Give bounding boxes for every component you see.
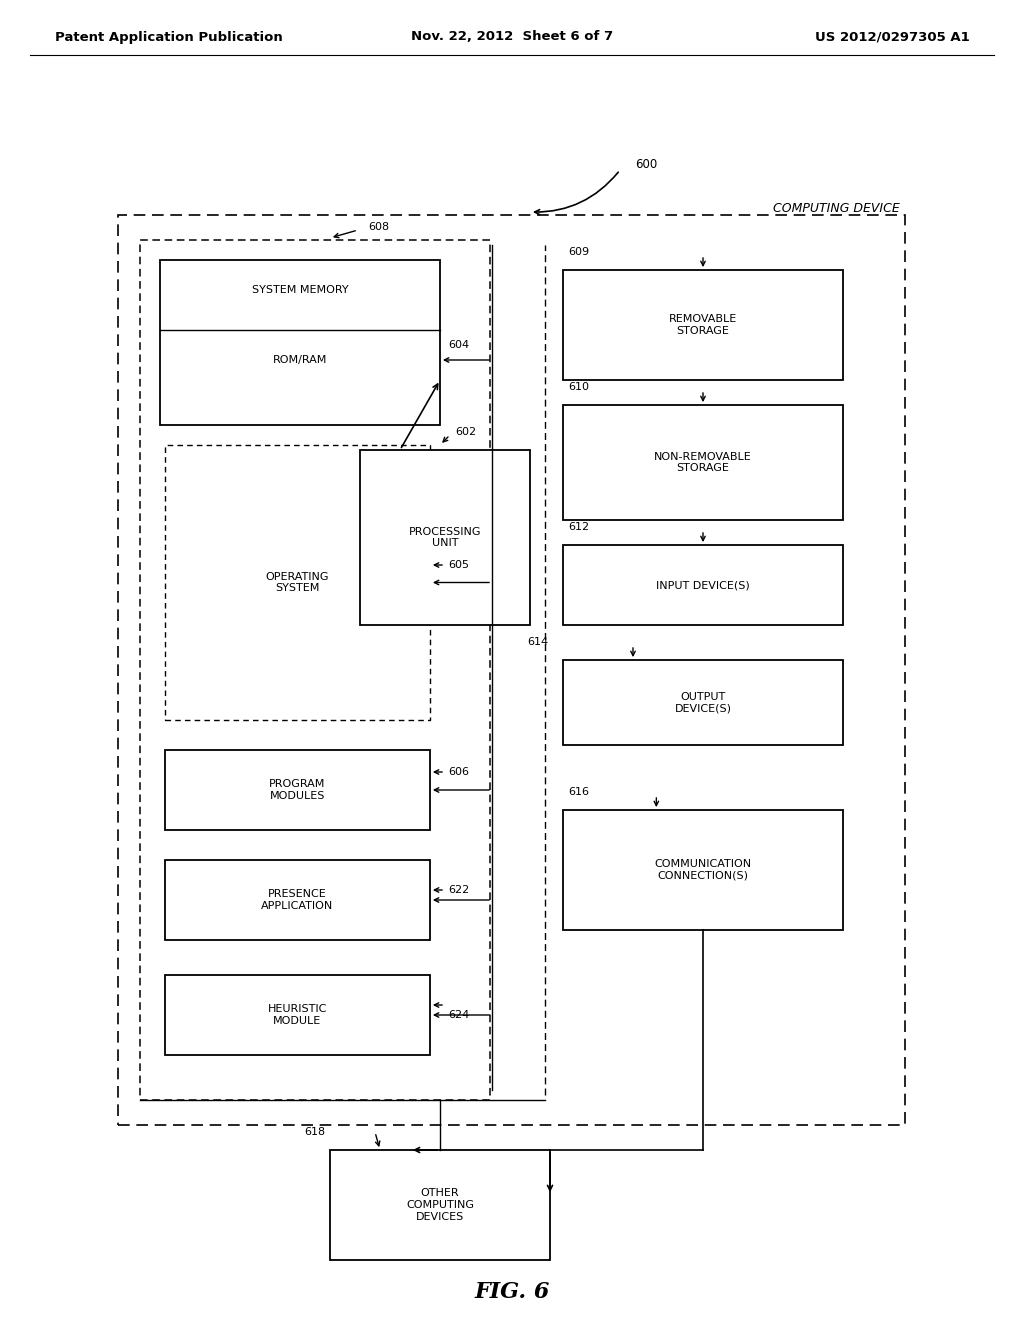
Bar	[165, 975, 430, 1055]
Text: 618: 618	[304, 1127, 325, 1137]
Text: 612: 612	[568, 521, 589, 532]
Text: NON-REMOVABLE
STORAGE: NON-REMOVABLE STORAGE	[654, 451, 752, 474]
Bar	[330, 1150, 550, 1261]
Text: 605: 605	[449, 560, 469, 570]
Bar	[165, 861, 430, 940]
Bar	[563, 405, 843, 520]
Text: Nov. 22, 2012  Sheet 6 of 7: Nov. 22, 2012 Sheet 6 of 7	[411, 30, 613, 44]
Bar	[118, 215, 905, 1125]
Text: 600: 600	[635, 158, 657, 172]
Text: COMPUTING DEVICE: COMPUTING DEVICE	[773, 202, 900, 214]
Text: OTHER
COMPUTING
DEVICES: OTHER COMPUTING DEVICES	[406, 1188, 474, 1221]
Bar	[563, 660, 843, 744]
Text: 616: 616	[568, 787, 589, 797]
Text: 604: 604	[449, 341, 469, 350]
Text: 610: 610	[568, 381, 589, 392]
Bar	[563, 271, 843, 380]
Text: US 2012/0297305 A1: US 2012/0297305 A1	[815, 30, 970, 44]
Text: SYSTEM MEMORY: SYSTEM MEMORY	[252, 285, 348, 294]
Text: 614: 614	[527, 638, 548, 647]
Text: OPERATING
SYSTEM: OPERATING SYSTEM	[266, 572, 330, 593]
Bar	[563, 545, 843, 624]
Bar	[140, 240, 490, 1100]
Text: 608: 608	[368, 222, 389, 232]
Bar	[563, 810, 843, 931]
Text: 602: 602	[455, 426, 476, 437]
Text: 622: 622	[449, 884, 469, 895]
Text: HEURISTIC
MODULE: HEURISTIC MODULE	[268, 1005, 328, 1026]
Text: REMOVABLE
STORAGE: REMOVABLE STORAGE	[669, 314, 737, 335]
Text: 606: 606	[449, 767, 469, 777]
Text: OUTPUT
DEVICE(S): OUTPUT DEVICE(S)	[675, 692, 731, 713]
Text: ROM/RAM: ROM/RAM	[272, 355, 328, 366]
Text: PROGRAM
MODULES: PROGRAM MODULES	[269, 779, 326, 801]
Bar	[165, 445, 430, 719]
Text: INPUT DEVICE(S): INPUT DEVICE(S)	[656, 579, 750, 590]
Text: 609: 609	[568, 247, 589, 257]
Text: PRESENCE
APPLICATION: PRESENCE APPLICATION	[261, 890, 334, 911]
Bar	[360, 450, 530, 624]
Bar	[165, 750, 430, 830]
Text: 624: 624	[449, 1010, 469, 1020]
Text: Patent Application Publication: Patent Application Publication	[55, 30, 283, 44]
Bar	[160, 260, 440, 425]
Text: FIG. 6: FIG. 6	[474, 1280, 550, 1303]
Text: COMMUNICATION
CONNECTION(S): COMMUNICATION CONNECTION(S)	[654, 859, 752, 880]
Text: PROCESSING
UNIT: PROCESSING UNIT	[409, 527, 481, 548]
